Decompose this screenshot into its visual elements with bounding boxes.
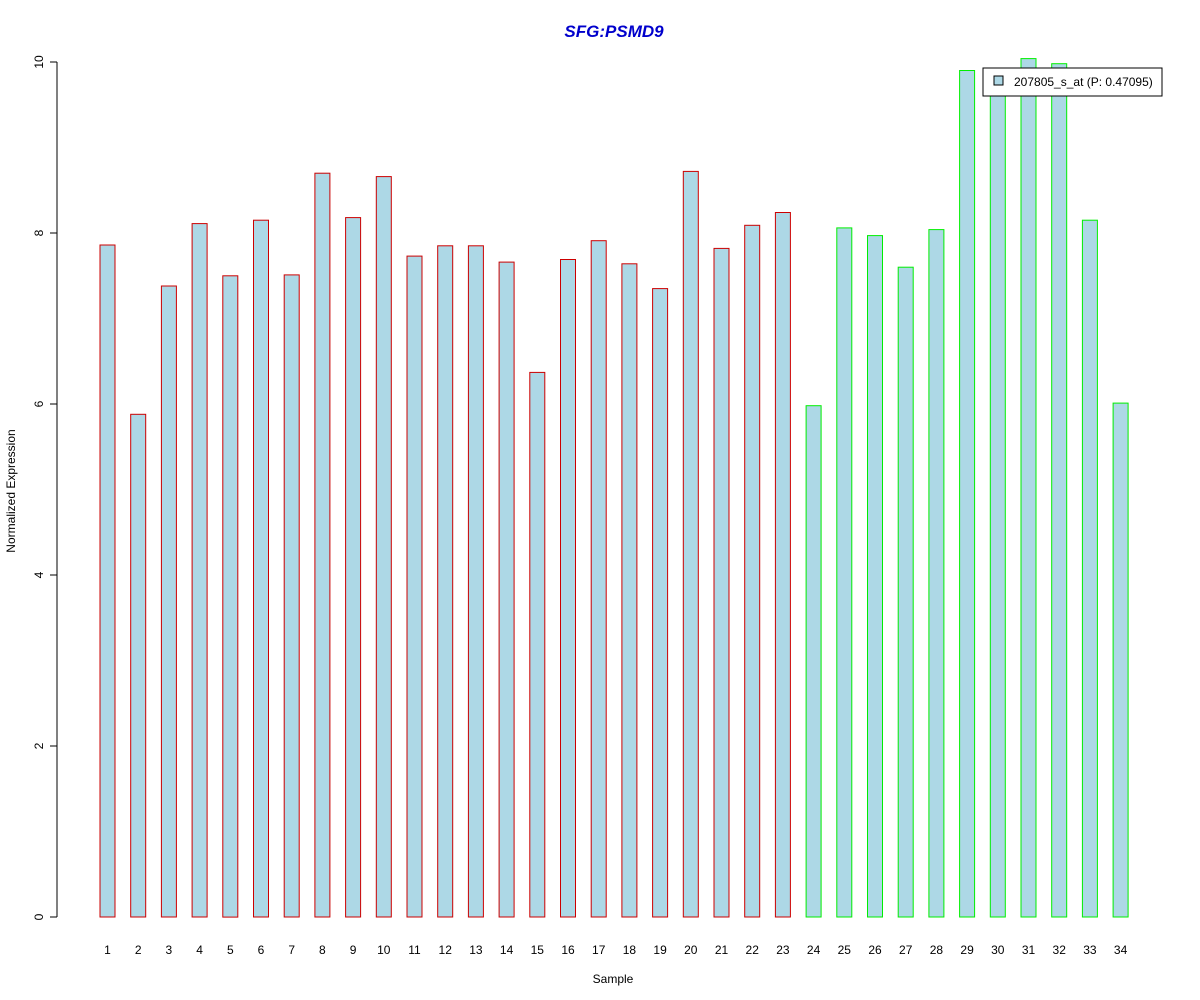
x-tick-label: 15	[531, 943, 545, 957]
x-tick-label: 13	[469, 943, 483, 957]
x-tick-label: 17	[592, 943, 606, 957]
bar-sample-11	[406, 255, 423, 918]
bar-sample-30	[989, 87, 1006, 918]
bar-sample-5	[222, 275, 239, 918]
bar-sample-9	[345, 217, 362, 918]
bar-sample-22	[744, 224, 761, 918]
y-tick-label: 2	[32, 742, 46, 749]
x-tick-label: 18	[623, 943, 637, 957]
bar-sample-19	[652, 288, 669, 918]
y-tick-label: 0	[32, 913, 46, 920]
bar-sample-14	[498, 261, 515, 918]
legend-series-label: 207805_s_at (P: 0.47095)	[1014, 75, 1153, 89]
bar-sample-17	[590, 240, 607, 918]
x-tick-label: 8	[319, 943, 326, 957]
bar-sample-23	[774, 212, 791, 918]
bar-sample-13	[467, 245, 484, 918]
x-tick-label: 19	[653, 943, 667, 957]
bar-sample-29	[959, 70, 976, 918]
bar-sample-8	[314, 172, 331, 918]
bar-sample-31	[1020, 58, 1037, 918]
bars-group	[99, 58, 1129, 918]
x-tick-label: 33	[1083, 943, 1097, 957]
x-tick-label: 16	[561, 943, 575, 957]
x-tick-label: 4	[196, 943, 203, 957]
x-tick-label: 6	[258, 943, 265, 957]
x-tick-labels: 1 2 3 4 5 6 7 8 9 10 11 12 13 14 15 16 17 18 19 20 21 22 23 24 2…	[104, 943, 1127, 957]
bar-sample-18	[621, 263, 638, 918]
y-tick-label: 8	[32, 229, 46, 236]
bar-sample-3	[160, 285, 177, 918]
x-tick-label: 5	[227, 943, 234, 957]
x-tick-label: 20	[684, 943, 698, 957]
bar-sample-1	[99, 244, 116, 918]
x-tick-label: 3	[166, 943, 173, 957]
x-tick-label: 23	[776, 943, 790, 957]
legend-box	[982, 67, 1163, 97]
bar-sample-10	[375, 176, 392, 918]
bar-sample-26	[867, 235, 883, 918]
x-tick-label: 21	[715, 943, 729, 957]
bar-sample-15	[529, 371, 546, 918]
bar-sample-16	[560, 259, 576, 918]
bar-sample-34	[1112, 402, 1129, 918]
x-tick-label: 7	[288, 943, 295, 957]
x-tick-label: 27	[899, 943, 913, 957]
y-axis-label: Normalized Expression	[4, 429, 18, 552]
bar-sample-25	[836, 227, 853, 918]
bar-sample-21	[713, 247, 730, 918]
x-axis-label: Sample	[593, 972, 634, 986]
x-tick-label: 29	[960, 943, 974, 957]
x-tick-label: 34	[1114, 943, 1128, 957]
x-tick-label: 28	[930, 943, 944, 957]
x-tick-label: 12	[439, 943, 453, 957]
x-tick-label: 10	[377, 943, 391, 957]
x-tick-label: 9	[350, 943, 357, 957]
y-tick-label: 6	[32, 400, 46, 407]
legend: 207805_s_at (P: 0.47095)	[982, 67, 1163, 97]
bar-sample-12	[437, 245, 454, 918]
bar-sample-2	[130, 413, 147, 918]
bar-sample-20	[682, 170, 699, 918]
bar-sample-33	[1081, 219, 1098, 918]
x-tick-label: 30	[991, 943, 1005, 957]
bar-sample-27	[897, 266, 914, 918]
x-tick-label: 14	[500, 943, 514, 957]
x-tick-label: 11	[408, 943, 421, 957]
bar-sample-4	[191, 223, 208, 918]
y-axis: 0 2 4 6 8 10	[32, 55, 58, 920]
x-tick-label: 32	[1053, 943, 1067, 957]
y-tick-label: 10	[32, 55, 46, 69]
x-tick-label: 24	[807, 943, 821, 957]
x-tick-label: 25	[838, 943, 852, 957]
x-tick-label: 26	[868, 943, 882, 957]
x-tick-label: 22	[746, 943, 760, 957]
x-tick-label: 1	[104, 943, 111, 957]
bar-sample-32	[1051, 63, 1068, 918]
bar-sample-24	[805, 405, 822, 918]
bar-sample-7	[283, 274, 300, 918]
y-tick-label: 4	[32, 571, 46, 578]
chart-title: SFG:PSMD9	[564, 22, 664, 41]
x-tick-label: 31	[1022, 943, 1036, 957]
bar-sample-6	[253, 219, 269, 918]
x-tick-label: 2	[135, 943, 142, 957]
bar-sample-28	[928, 229, 945, 918]
legend-swatch	[993, 75, 1004, 86]
